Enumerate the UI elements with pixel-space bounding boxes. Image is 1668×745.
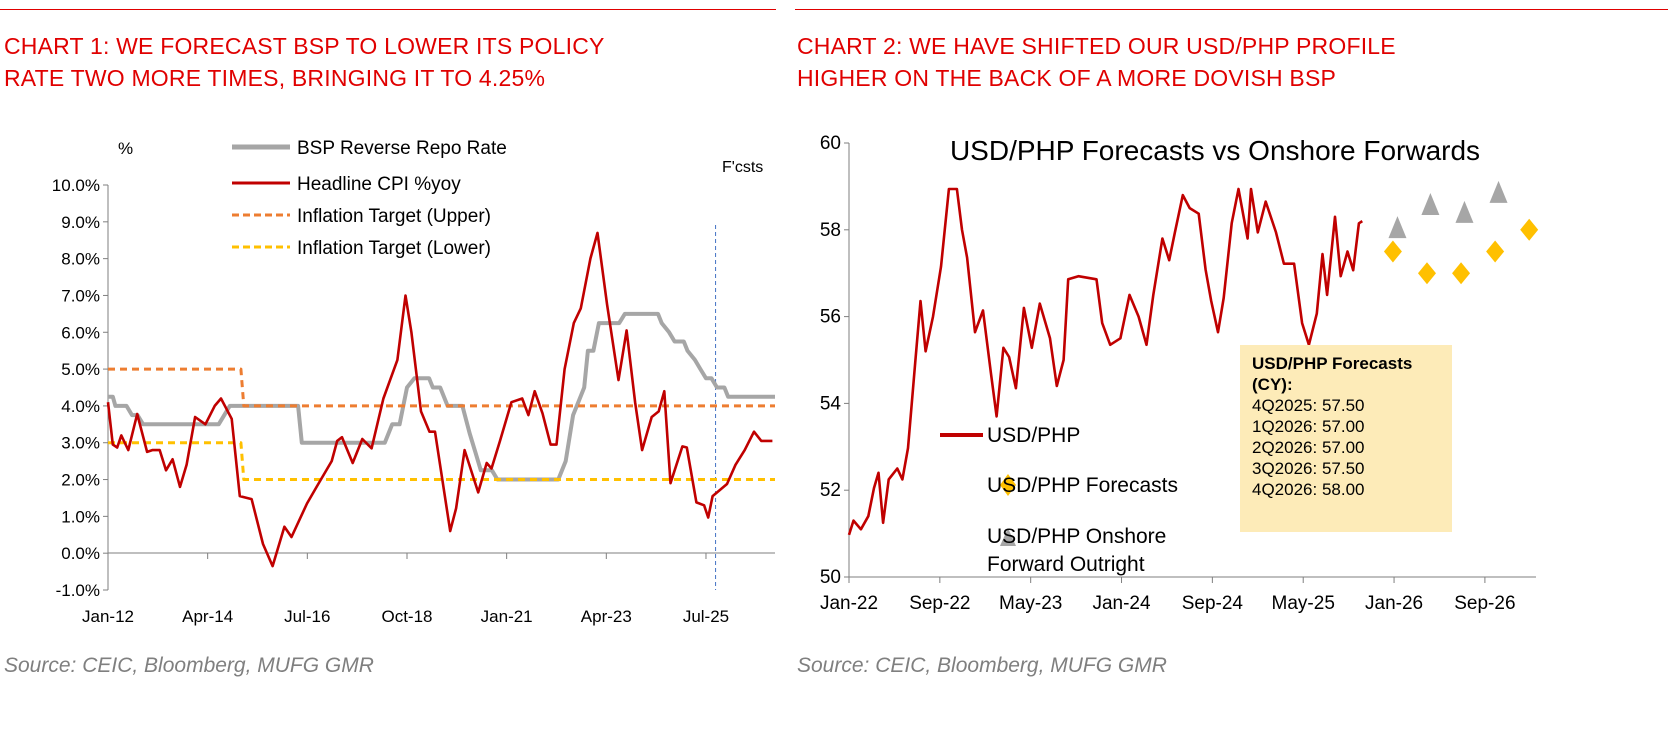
chart2-x-tick-label: Sep-24 [1182,593,1244,614]
forecast-diamond-marker [1520,218,1539,241]
forward-triangle-marker [1455,200,1474,223]
chart1-y-tick-label: 1.0% [61,507,100,526]
inflation-target-lower--line [108,441,775,481]
forecast-box-heading: USD/PHP Forecasts (CY): [1252,353,1452,395]
chart2-y-tick-label: 54 [820,393,842,414]
chart1-source: Source: CEIC, Bloomberg, MUFG GMR [4,654,374,677]
forward-triangle-marker [1388,216,1407,239]
chart1-title: CHART 1: WE FORECAST BSP TO LOWER ITS PO… [4,30,605,94]
chart1-title-line2: RATE TWO MORE TIMES, BRINGING IT TO 4.25… [4,65,546,91]
legend-label: Headline CPI %yoy [297,174,461,195]
legend-label: Inflation Target (Upper) [297,206,491,227]
forward-triangle-marker [1489,180,1508,203]
forecast-box-heading-line2: (CY): [1252,375,1293,394]
chart2-y-tick-label: 60 [820,133,841,154]
legend-label: BSP Reverse Repo Rate [297,138,507,159]
forecast-line: 4Q2025: 57.50 [1252,396,1365,415]
chart2-title: CHART 2: WE HAVE SHIFTED OUR USD/PHP PRO… [797,30,1396,94]
chart1-x-tick-label: Jul-25 [683,607,729,626]
forecast-diamond-marker [1417,262,1436,285]
chart1-y-tick-label: 9.0% [61,213,100,232]
chart1-y-tick-label: 5.0% [61,360,100,379]
chart2-y-tick-label: 52 [820,480,841,501]
chart1-title-line1: CHART 1: WE FORECAST BSP TO LOWER ITS PO… [4,33,605,59]
chart1-y-tick-label: 2.0% [61,471,100,490]
chart2-title-text: USD/PHP Forecasts vs Onshore Forwards [950,135,1480,166]
chart2-x-tick-label: Sep-26 [1454,593,1515,614]
chart1-x-tick-label: Jan-21 [481,607,533,626]
chart2-title-line2: HIGHER ON THE BACK OF A MORE DOVISH BSP [797,65,1337,91]
forecast-line: 3Q2026: 57.50 [1252,459,1365,478]
legend-label: Inflation Target (Lower) [297,238,491,259]
forecast-line: 2Q2026: 57.00 [1252,438,1365,457]
chart1-y-tick-label: 10.0% [52,176,100,195]
forecast-diamond-marker [1452,262,1471,285]
chart2-y-tick-label: 50 [820,567,841,588]
left-header-rule [0,9,776,10]
forecast-line: 4Q2026: 58.00 [1252,480,1365,499]
chart2-x-tick-label: Jan-22 [820,593,878,614]
chart2-x-tick-label: May-23 [999,593,1062,614]
chart1-x-tick-label: Oct-18 [381,607,432,626]
chart2-x-tick-label: Jan-26 [1365,593,1423,614]
chart1-y-tick-label: 8.0% [61,250,100,269]
legend-diamond-icon [1000,474,1016,496]
right-header-rule [795,9,1668,10]
headline-cpi-yoy-line [106,231,773,568]
legend-label: USD/PHP [987,424,1080,447]
chart2-y-tick-label: 56 [820,307,841,328]
legend-label: USD/PHP Onshore Forward Outright [987,525,1166,576]
chart2-y-tick-label: 58 [820,220,841,241]
chart1-y-tick-label: 7.0% [61,286,100,305]
chart1-x-tick-label: Apr-23 [581,607,632,626]
usd-php-line [847,187,1364,536]
forward-triangle-marker [1421,193,1440,216]
forecast-diamond-marker [1486,240,1505,263]
chart1-y-tick-label: 0.0% [61,544,100,563]
chart2-x-tick-label: Sep-22 [909,593,970,614]
chart2-x-tick-label: May-25 [1272,593,1335,614]
forecast-line: 1Q2026: 57.00 [1252,417,1365,436]
chart2-x-tick-label: Jan-24 [1092,593,1151,614]
chart2-source: Source: CEIC, Bloomberg, MUFG GMR [797,654,1167,677]
legend-label: USD/PHP Forecasts [987,474,1178,497]
chart1-x-tick-label: Apr-14 [182,607,233,626]
y-unit-label: % [118,139,133,158]
chart1-x-tick-label: Jan-12 [82,607,134,626]
forecast-box: USD/PHP Forecasts (CY): 4Q2025: 57.50 1Q… [1240,345,1452,532]
chart1-y-tick-label: -1.0% [56,581,100,600]
forecast-annotation: F'csts [722,159,763,176]
forecast-box-heading-line1: USD/PHP Forecasts [1252,354,1413,373]
forecast-diamond-marker [1383,240,1402,263]
chart1-y-tick-label: 3.0% [61,434,100,453]
chart1-y-tick-label: 6.0% [61,323,100,342]
legend-triangle-icon [1000,528,1016,546]
chart1-y-tick-label: 4.0% [61,397,100,416]
chart2-title-line1: CHART 2: WE HAVE SHIFTED OUR USD/PHP PRO… [797,33,1396,59]
chart1-x-tick-label: Jul-16 [284,607,330,626]
bsp-reverse-repo-rate-line [108,311,775,482]
